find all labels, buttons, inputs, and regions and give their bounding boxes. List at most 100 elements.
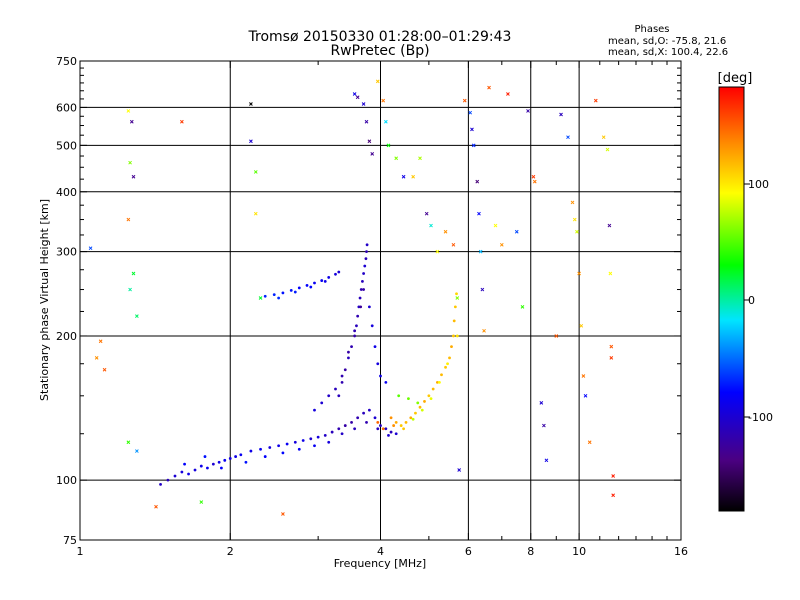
- y-tick-label: 300: [56, 246, 77, 259]
- data-point: [532, 179, 537, 184]
- data-point: [443, 229, 448, 234]
- colorbar-tick-label: 100: [748, 178, 769, 191]
- data-point: [358, 296, 362, 300]
- data-point: [330, 430, 334, 434]
- data-point: [370, 324, 374, 328]
- data-point: [102, 367, 107, 372]
- y-tick-label: 75: [63, 534, 77, 547]
- data-point: [297, 286, 301, 290]
- legend: Phases mean, sd,O: -75.8, 21.6 mean, sd,…: [608, 24, 728, 58]
- data-point: [362, 288, 366, 291]
- x-tick-label: 8: [527, 545, 534, 558]
- data-point: [362, 272, 366, 275]
- data-point: [559, 112, 563, 117]
- data-point: [542, 423, 546, 428]
- data-point: [327, 276, 331, 279]
- data-point: [608, 271, 613, 276]
- data-point: [367, 408, 371, 412]
- data-point: [611, 493, 616, 498]
- data-point: [468, 110, 473, 115]
- data-point: [203, 455, 207, 458]
- data-point: [601, 135, 606, 140]
- data-point: [609, 356, 614, 360]
- data-point: [293, 440, 297, 444]
- data-point: [453, 305, 457, 309]
- data-point: [285, 442, 289, 446]
- chart-subtitle: RwPretec (Bp): [330, 43, 429, 59]
- data-point: [493, 223, 498, 228]
- data-point: [277, 444, 281, 448]
- data-point: [566, 135, 570, 140]
- data-point: [457, 468, 462, 472]
- data-point: [409, 416, 413, 420]
- legend-entry-o: mean, sd,O: -75.8, 21.6: [608, 36, 726, 47]
- data-point: [383, 119, 388, 124]
- x-tick-label: 4: [377, 545, 384, 558]
- data-point: [450, 345, 453, 349]
- data-point: [356, 314, 360, 318]
- data-point: [423, 400, 426, 403]
- data-point: [355, 95, 360, 100]
- data-point: [446, 362, 449, 366]
- data-point: [364, 119, 369, 124]
- data-point: [323, 434, 327, 437]
- data-point: [389, 416, 393, 420]
- data-point: [268, 446, 272, 449]
- data-point: [367, 305, 371, 309]
- data-point: [327, 440, 331, 444]
- data-point: [376, 427, 380, 431]
- data-point: [334, 272, 337, 276]
- data-point: [353, 329, 357, 333]
- data-point: [159, 482, 162, 486]
- data-point: [593, 98, 598, 103]
- data-point: [355, 324, 358, 328]
- data-point: [539, 401, 544, 405]
- data-point: [572, 217, 577, 222]
- data-point: [401, 174, 406, 179]
- data-point: [183, 462, 186, 466]
- data-point: [249, 102, 253, 106]
- data-point: [386, 143, 391, 148]
- data-point: [583, 393, 588, 398]
- data-point: [129, 119, 134, 124]
- data-point: [154, 504, 158, 509]
- data-point: [281, 291, 285, 295]
- data-point: [249, 139, 253, 144]
- data-point: [384, 380, 388, 384]
- data-point: [475, 179, 480, 184]
- x-tick-label: 16: [674, 545, 688, 558]
- data-point: [206, 466, 209, 470]
- data-point: [320, 401, 324, 405]
- data-point: [297, 447, 301, 451]
- data-point: [313, 281, 316, 285]
- data-point: [526, 109, 530, 113]
- data-point: [424, 211, 429, 216]
- data-point: [575, 229, 579, 234]
- data-point: [223, 458, 227, 462]
- data-point: [135, 314, 139, 318]
- data-point: [277, 296, 281, 300]
- data-point: [365, 250, 368, 254]
- data-point: [435, 249, 440, 254]
- data-point: [281, 512, 285, 516]
- data-point: [379, 424, 382, 427]
- data-point: [337, 270, 341, 274]
- y-tick-label: 750: [56, 55, 77, 68]
- data-point: [411, 417, 415, 421]
- data-point: [180, 470, 184, 474]
- data-point: [309, 285, 313, 289]
- y-tick-label: 200: [56, 330, 77, 343]
- data-point: [579, 323, 584, 328]
- data-point: [359, 288, 363, 291]
- x-tick-label: 6: [465, 545, 472, 558]
- data-point: [217, 460, 221, 464]
- data-point: [334, 387, 337, 391]
- data-point: [389, 430, 393, 434]
- data-point: [394, 156, 399, 161]
- data-point: [478, 249, 483, 254]
- data-point: [605, 147, 610, 152]
- data-point: [452, 319, 456, 323]
- data-point: [249, 449, 253, 453]
- data-point: [480, 287, 485, 292]
